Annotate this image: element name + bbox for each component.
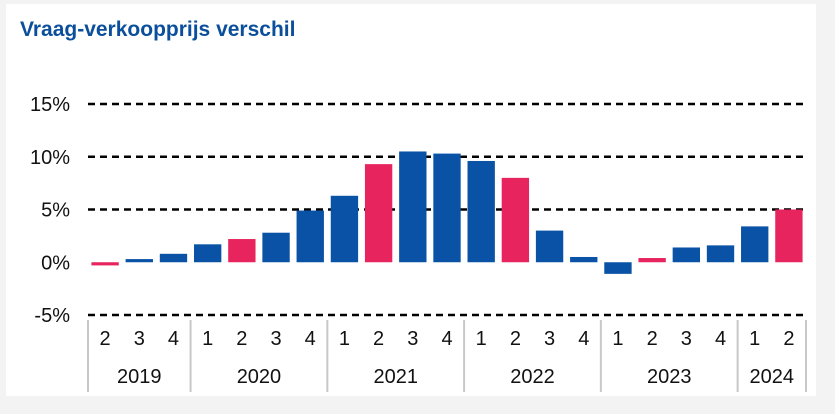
bar bbox=[330, 195, 359, 263]
year-label: 2019 bbox=[117, 366, 162, 388]
chart-title: Vraag-verkoopprijs verschil bbox=[20, 18, 296, 41]
quarter-label: 4 bbox=[441, 328, 452, 350]
bar bbox=[467, 160, 495, 263]
bar bbox=[501, 177, 530, 263]
quarter-label: 4 bbox=[578, 328, 589, 350]
bar bbox=[775, 209, 803, 263]
quarter-label: 4 bbox=[168, 328, 179, 350]
bar bbox=[570, 256, 598, 263]
bar bbox=[433, 153, 461, 263]
bar bbox=[399, 151, 427, 263]
quarter-label: 3 bbox=[681, 328, 692, 350]
quarter-label: 1 bbox=[749, 328, 760, 350]
bar bbox=[262, 232, 290, 263]
bar bbox=[364, 164, 393, 263]
bar bbox=[741, 226, 769, 263]
bar bbox=[296, 210, 324, 263]
quarter-label: 2 bbox=[510, 328, 521, 350]
quarter-label: 4 bbox=[305, 328, 316, 350]
bar bbox=[125, 259, 153, 263]
quarter-label: 2 bbox=[100, 328, 111, 350]
quarter-label: 1 bbox=[339, 328, 350, 350]
y-tick-label: 5% bbox=[41, 200, 70, 222]
y-tick-label: 10% bbox=[30, 147, 70, 169]
bar bbox=[604, 262, 632, 274]
year-label: 2021 bbox=[373, 366, 418, 388]
quarter-label: 1 bbox=[476, 328, 487, 350]
bar bbox=[228, 239, 256, 263]
quarter-label: 2 bbox=[236, 328, 247, 350]
bar bbox=[91, 262, 119, 266]
quarter-label: 1 bbox=[612, 328, 623, 350]
quarter-label: 3 bbox=[134, 328, 145, 350]
quarter-label: 3 bbox=[544, 328, 555, 350]
bar bbox=[535, 230, 564, 263]
year-label: 2022 bbox=[510, 366, 555, 388]
bar bbox=[638, 258, 666, 263]
bar bbox=[672, 247, 701, 263]
bar-chart: 15% 10% 5% 0% -5% 2 3 4 1 2 3 4 1 2 3 4 1 2 3 4 1 2 3 4 1 2 2019 20… bbox=[30, 94, 808, 392]
quarter-label: 3 bbox=[270, 328, 281, 350]
year-label: 2024 bbox=[750, 366, 795, 388]
year-label: 2023 bbox=[647, 366, 692, 388]
year-label: 2020 bbox=[237, 366, 282, 388]
bar bbox=[193, 244, 222, 263]
quarter-label: 2 bbox=[783, 328, 794, 350]
quarter-label: 1 bbox=[202, 328, 213, 350]
quarter-label: 2 bbox=[373, 328, 384, 350]
y-tick-label: -5% bbox=[34, 305, 70, 327]
quarter-label: 2 bbox=[647, 328, 658, 350]
bar bbox=[706, 245, 735, 263]
bar bbox=[159, 253, 188, 263]
chart-card: Vraag-verkoopprijs verschil 15% 10% 5% 0% -5… bbox=[6, 4, 816, 396]
quarter-label: 3 bbox=[407, 328, 418, 350]
y-tick-label: 0% bbox=[41, 252, 70, 274]
y-tick-label: 15% bbox=[30, 94, 70, 116]
quarter-label: 4 bbox=[715, 328, 726, 350]
